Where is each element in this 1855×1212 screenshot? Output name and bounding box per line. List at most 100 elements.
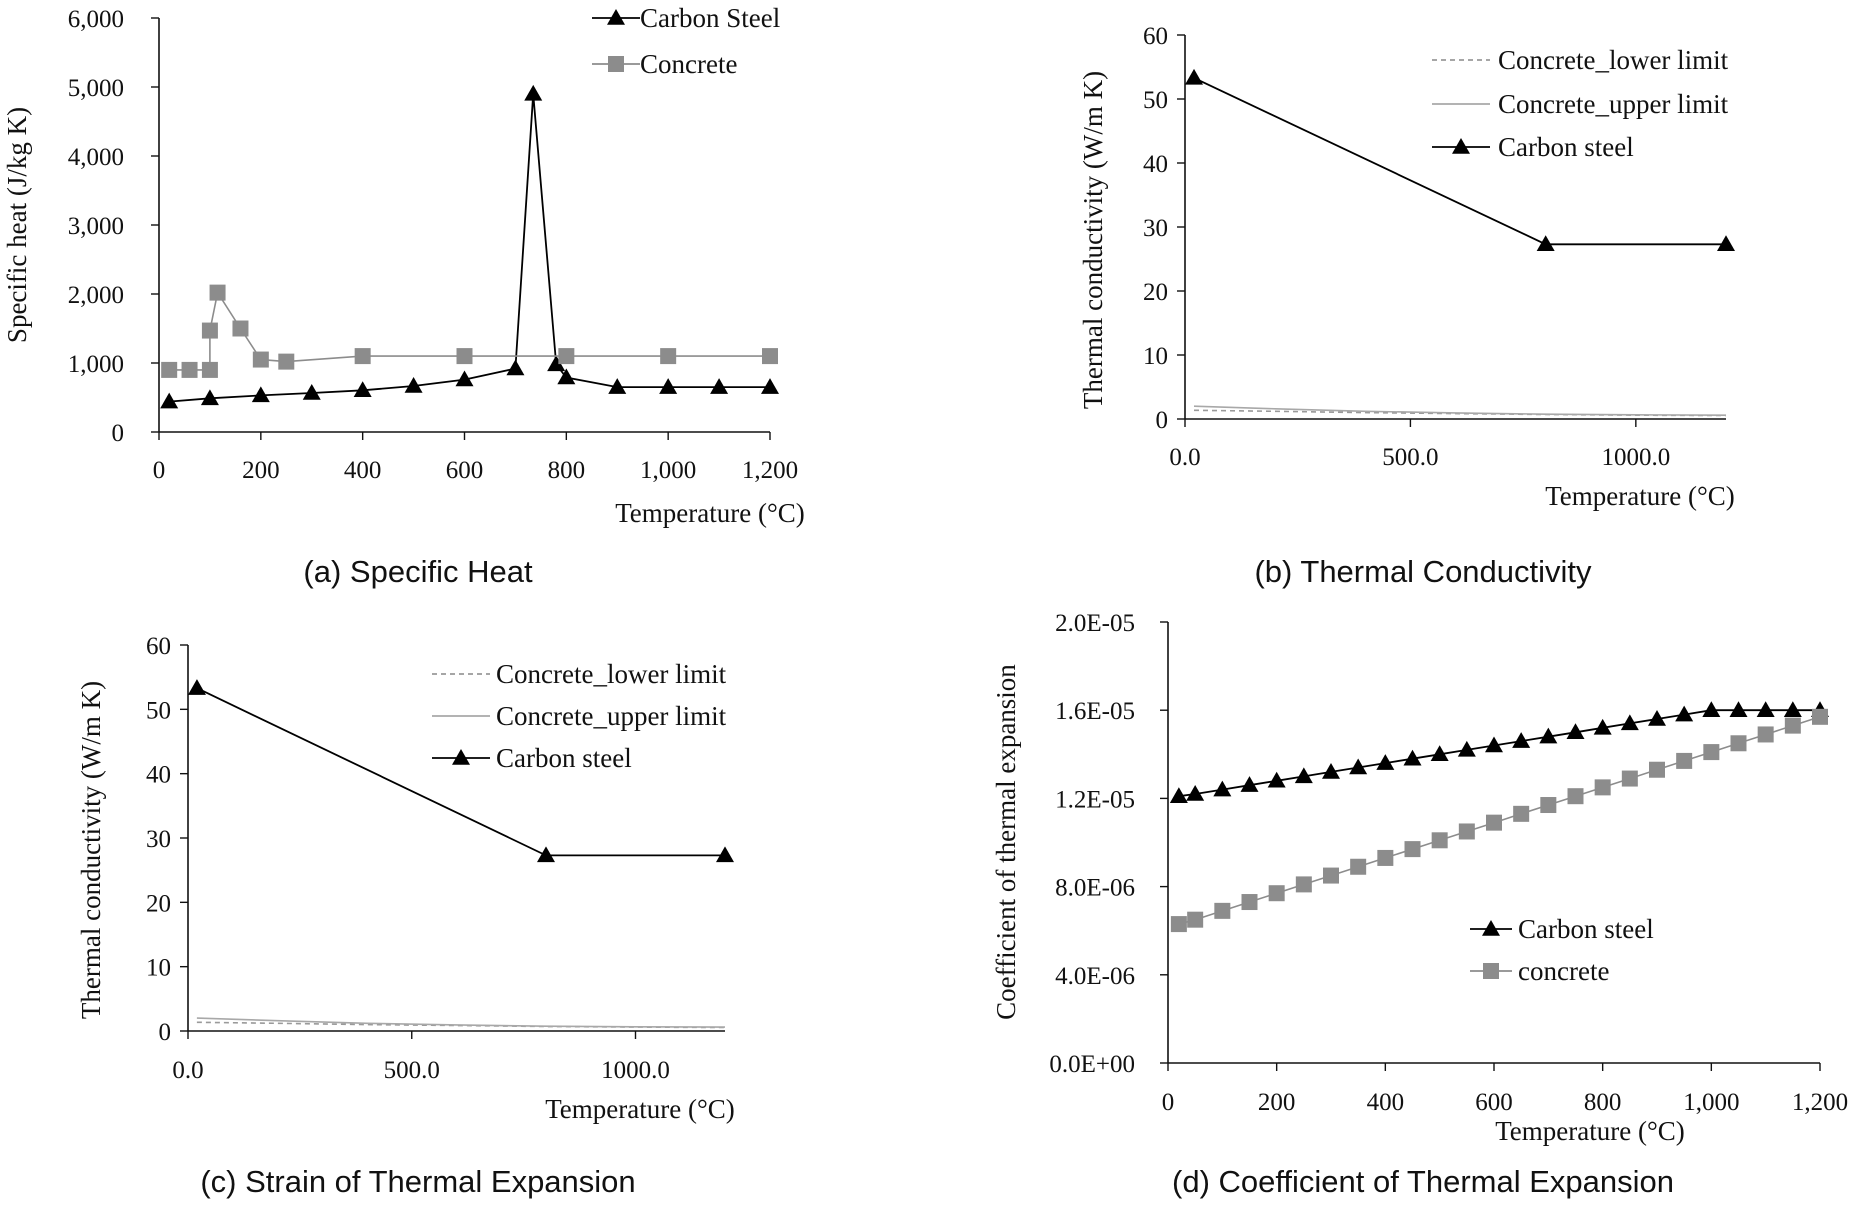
data-point	[1486, 814, 1502, 831]
data-point	[1185, 68, 1204, 85]
x-tick-label: 0	[1162, 1089, 1175, 1116]
data-point	[1295, 876, 1312, 893]
legend-marker	[1482, 920, 1500, 936]
data-point	[353, 381, 372, 398]
data-point	[1350, 858, 1367, 875]
x-axis-label: Temperature (°C)	[1495, 1116, 1685, 1146]
data-point	[1187, 911, 1204, 928]
legend-marker	[608, 56, 624, 72]
legend-entry: Carbon Steel	[592, 3, 780, 33]
series-carbon-steel	[1185, 68, 1735, 252]
y-tick-label: 40	[146, 762, 171, 789]
data-point	[1593, 718, 1612, 735]
x-tick-label: 200	[1258, 1089, 1296, 1116]
data-point	[1170, 916, 1187, 933]
legend-entry: Carbon steel	[1470, 914, 1654, 944]
data-point	[251, 386, 270, 403]
series-concrete-upper-limit	[196, 1017, 726, 1028]
data-point	[1294, 767, 1313, 784]
y-tick-label: 3,000	[68, 213, 124, 240]
data-point	[302, 384, 321, 400]
y-tick-label: 4,000	[68, 144, 124, 171]
y-tick-label: 5,000	[68, 75, 124, 102]
data-point	[455, 370, 474, 387]
y-tick-label: 50	[1143, 87, 1168, 114]
data-point	[1730, 735, 1747, 752]
chart-2: 0.0 500.0 1000.0 0 10 20 30 40 50 60 Temperature (…	[1078, 23, 1735, 589]
x-tick-label: 400	[1367, 1089, 1405, 1116]
data-point	[252, 351, 269, 368]
data-point	[1404, 841, 1421, 858]
data-point	[660, 348, 677, 365]
data-point	[1214, 902, 1231, 919]
data-point	[1186, 784, 1205, 801]
y-tick-label: 1.6E-05	[1055, 698, 1135, 725]
y-tick-label: 60	[1143, 23, 1168, 50]
data-point	[547, 355, 566, 372]
data-point	[1512, 732, 1531, 748]
data-point	[187, 679, 206, 695]
y-tick-label: 20	[146, 890, 171, 917]
data-point	[1620, 714, 1639, 731]
data-point	[524, 84, 543, 101]
series-line	[1193, 405, 1727, 417]
legend-entry: Carbon steel	[432, 743, 632, 773]
legend-entry: Concrete	[592, 49, 737, 79]
data-point	[1457, 740, 1476, 757]
data-point	[209, 284, 226, 301]
legend-marker	[1452, 138, 1470, 154]
legend-entry: concrete	[1470, 956, 1609, 986]
legend-label: Concrete	[640, 49, 737, 79]
data-point	[761, 378, 779, 394]
x-tick-label: 1,000	[640, 457, 696, 484]
chart-caption: (c) Strain of Thermal Expansion	[200, 1164, 635, 1199]
data-point	[1757, 726, 1774, 743]
series-carbon-steel	[1169, 701, 1829, 803]
y-axis-label: Thermal conductivity (W/m K)	[76, 681, 106, 1019]
data-point	[181, 361, 198, 378]
legend-entry: Carbon steel	[1432, 132, 1634, 162]
legend-label: Carbon steel	[1518, 914, 1654, 944]
data-point	[1323, 867, 1339, 884]
data-point	[1268, 885, 1285, 902]
x-tick-label: 200	[242, 457, 280, 484]
data-point	[1675, 705, 1694, 722]
data-point	[1267, 771, 1286, 788]
data-point	[278, 353, 295, 370]
y-axis-label: Thermal conductivity (W/m K)	[1078, 71, 1108, 409]
y-tick-label: 0.0E+00	[1049, 1051, 1135, 1078]
x-axis-label: Temperature (°C)	[1545, 481, 1735, 511]
y-tick-label: 4.0E-06	[1055, 963, 1135, 990]
data-point	[659, 378, 678, 394]
y-tick-label: 1,000	[68, 351, 124, 378]
data-point	[762, 348, 778, 365]
data-point	[1540, 797, 1557, 814]
series-concrete	[1170, 708, 1828, 933]
data-point	[1756, 701, 1775, 717]
data-point	[1241, 894, 1258, 911]
series-carbon-steel	[187, 679, 734, 863]
legend-label: Concrete_lower limit	[1498, 45, 1729, 75]
data-point	[1169, 787, 1188, 803]
x-tick-label: 1,200	[1792, 1089, 1848, 1116]
data-point	[1676, 752, 1693, 769]
y-axis-label: Specific heat (J/kg K)	[2, 107, 32, 343]
data-point	[161, 361, 178, 378]
data-point	[1377, 849, 1394, 866]
legend-marker	[452, 749, 470, 765]
data-point	[1703, 744, 1720, 761]
y-tick-label: 2,000	[68, 282, 124, 309]
data-point	[1648, 710, 1666, 726]
y-tick-label: 2.0E-05	[1055, 610, 1135, 637]
y-tick-label: 8.0E-06	[1055, 875, 1135, 902]
data-point	[200, 389, 219, 406]
x-tick-label: 1,000	[1683, 1089, 1739, 1116]
legend-label: Concrete_lower limit	[496, 659, 727, 689]
y-tick-label: 0	[1156, 407, 1169, 434]
data-point	[1784, 717, 1801, 734]
legend-label: Carbon steel	[1498, 132, 1634, 162]
x-tick-label: 1,200	[742, 457, 798, 484]
chart-caption: (b) Thermal Conductivity	[1254, 554, 1592, 589]
